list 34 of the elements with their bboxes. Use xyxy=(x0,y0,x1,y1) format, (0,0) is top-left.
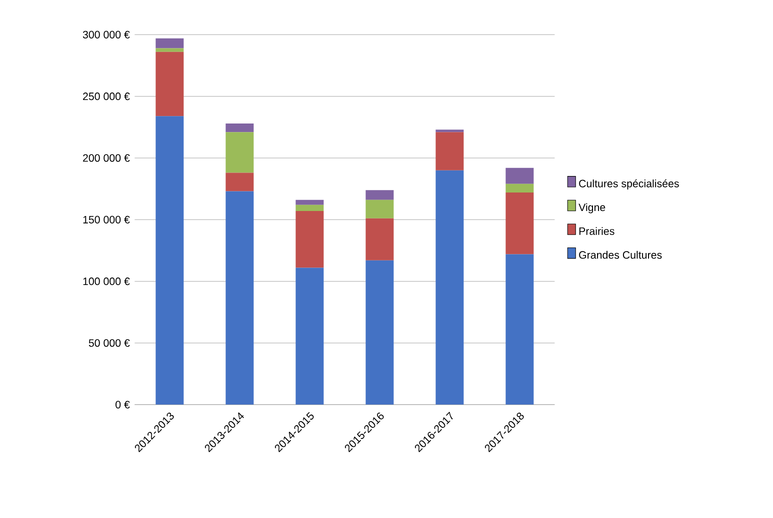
bar xyxy=(506,254,534,405)
bar xyxy=(296,211,324,268)
bar xyxy=(226,172,254,192)
bar xyxy=(156,52,184,116)
legend-label: Cultures spécialisées xyxy=(579,179,679,190)
bar xyxy=(156,48,184,52)
bar xyxy=(436,132,464,170)
legend-label: Vigne xyxy=(578,203,606,214)
legend-label: Prairies xyxy=(579,227,614,235)
bar xyxy=(296,204,324,212)
bar xyxy=(436,170,464,405)
bar xyxy=(366,218,394,260)
y-tick-label: 300 000 € xyxy=(82,30,130,38)
bar xyxy=(296,268,324,405)
bar xyxy=(296,200,324,205)
legend-label: Grandes Cultures xyxy=(579,250,662,259)
bar xyxy=(366,190,394,200)
bar xyxy=(156,38,184,48)
y-tick-label: 150 000 € xyxy=(83,216,130,224)
bar xyxy=(226,191,254,405)
bar xyxy=(506,192,534,254)
y-tick-label: 250 000 € xyxy=(83,92,130,100)
y-tick-label: 100 000 € xyxy=(83,278,130,286)
bar xyxy=(226,123,254,132)
bar xyxy=(436,130,464,132)
bar xyxy=(366,260,394,405)
bar xyxy=(506,184,534,193)
bar xyxy=(506,168,534,184)
y-tick-label: 200 000 € xyxy=(83,154,130,162)
bar xyxy=(156,116,184,405)
y-tick-label: 0 € xyxy=(116,400,130,408)
bar xyxy=(226,132,254,173)
bar xyxy=(366,200,394,218)
y-tick-label: 50 000 € xyxy=(88,339,130,347)
